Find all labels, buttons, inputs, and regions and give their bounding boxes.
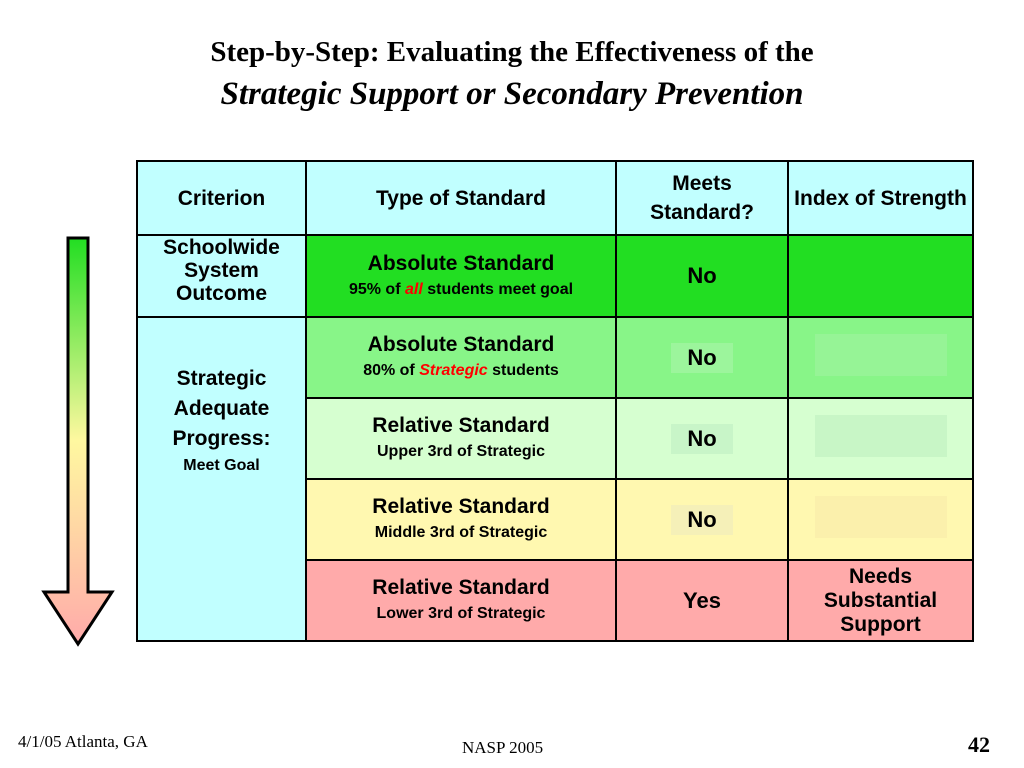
table-row: Relative Standard Lower 3rd of Strategic… [137,559,974,642]
standard-cell: Relative Standard Lower 3rd of Strategic [305,559,617,642]
index-value [814,415,947,457]
header-row: Criterion Type of Standard Meets Standar… [136,160,974,236]
emphasis-word: Strategic [419,362,488,379]
index-value [814,334,947,376]
meets-standard-cell: No [615,234,789,318]
footer-conference: NASP 2005 [462,738,544,757]
standard-cell: Relative Standard Upper 3rd of Strategic [305,397,617,480]
table-row: Schoolwide System Outcome Absolute Stand… [136,234,974,318]
strategic-criterion-cell: Strategic Adequate Progress: Meet Goal [136,316,307,642]
meets-standard-cell: No [615,316,789,399]
index-of-strength-cell [787,316,974,399]
index-value [814,496,947,538]
standard-cell: Relative Standard Middle 3rd of Strategi… [305,478,617,561]
standard-detail: Middle 3rd of Strategic [374,524,548,541]
emphasis-word: all [404,280,423,298]
meets-value: Yes [683,587,721,613]
meets-standard-cell: Yes [615,559,789,642]
table-row: Strategic Adequate Progress: Meet Goal A… [136,316,974,642]
standard-cell: Absolute Standard 80% of Strategic stude… [305,316,617,399]
standard-detail: Lower 3rd of Strategic [376,605,546,622]
index-of-strength-cell: Needs Substantial Support [787,559,974,642]
meets-standard-cell: No [615,397,789,480]
standard-title: Relative Standard [372,495,550,518]
index-of-strength-cell [787,234,974,318]
slide-subtitle: Strategic Support or Secondary Preventio… [220,76,804,112]
table-row: Relative Standard Upper 3rd of Strategic… [137,397,974,480]
type-of-standard-header: Type of Standard [305,160,617,236]
detail-suffix: students [492,362,559,379]
criterion-header: Criterion [136,160,307,236]
index-of-strength-cell [787,478,974,561]
standard-title: Absolute Standard [367,333,555,356]
standard-detail: 80% of Strategic students [311,358,611,384]
footer-date-location: 4/1/05 Atlanta, GA [18,732,148,751]
meets-standard-cell: No [615,478,789,561]
standard-title: Relative Standard [372,576,550,599]
evaluation-table: Criterion Type of Standard Meets Standar… [136,160,974,642]
page-number: 42 [968,732,990,757]
index-of-strength-header: Index of Strength [787,160,974,236]
standard-cell: Absolute Standard 95% of all students me… [305,234,617,318]
meets-value: No [671,342,733,373]
standard-detail: 95% of all students meet goal [311,277,611,303]
index-of-strength-cell [787,397,974,480]
meets-value: No [671,504,733,535]
detail-suffix: students meet goal [427,280,574,298]
index-value: Needs Substantial Support [823,564,938,636]
detail-prefix: 80% of [363,362,415,379]
table-row: Relative Standard Middle 3rd of Strategi… [137,478,974,561]
standard-title: Relative Standard [372,414,550,437]
strategic-criterion-main: Strategic Adequate Progress: [172,366,271,450]
meets-value: No [687,263,717,288]
schoolwide-criterion-cell: Schoolwide System Outcome [136,234,307,318]
slide-title: Step-by-Step: Evaluating the Effectivene… [210,36,814,68]
down-arrow-gradient-icon [41,236,115,647]
strategic-criterion-sub: Meet Goal [183,456,260,474]
meets-standard-header: Meets Standard? [615,160,789,236]
standard-detail: Upper 3rd of Strategic [376,443,546,460]
standard-title: Absolute Standard [367,251,555,275]
detail-prefix: 95% of [348,280,401,298]
meets-value: No [671,423,733,454]
